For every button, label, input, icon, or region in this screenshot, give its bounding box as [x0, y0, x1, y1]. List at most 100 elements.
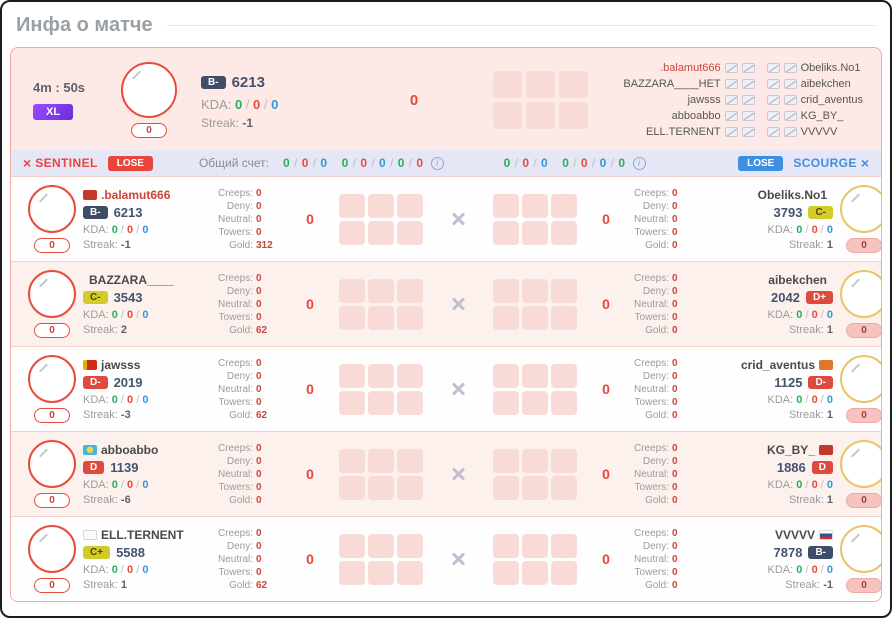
roster-player[interactable]: Obeliks.No1	[766, 62, 863, 74]
image-placeholder-icon	[850, 278, 861, 288]
roster-player-name[interactable]: BAZZARA____HET	[623, 78, 721, 90]
rank-badge: D	[811, 460, 833, 474]
roster-player[interactable]: abboabbo	[672, 110, 755, 122]
rank-badge: C-	[83, 290, 108, 304]
roster-player[interactable]: jawsss	[688, 94, 755, 106]
roster-player[interactable]: .balamut666	[660, 62, 755, 74]
player-name[interactable]: VVVVV	[774, 527, 815, 542]
player-name[interactable]: KG_BY_	[766, 442, 815, 457]
page-title: Инфа о матче	[16, 14, 153, 36]
hero-avatar[interactable]	[121, 62, 177, 118]
flag-icon	[766, 111, 780, 121]
left-player-stats: Creeps: 0 Deny: 0 Neutral: 0 Towers: 0 Gold:…	[217, 357, 268, 421]
hero-avatar[interactable]	[28, 185, 76, 233]
roster-player[interactable]: aibekchen	[766, 78, 863, 90]
kills-count: 0	[602, 381, 610, 397]
item-slot	[493, 278, 519, 303]
roster-player-name[interactable]: .balamut666	[660, 62, 721, 74]
hero-avatar[interactable]	[840, 270, 881, 318]
crossed-swords-icon	[449, 210, 467, 228]
flag-icon	[724, 79, 738, 89]
roster-player-name[interactable]: ELL.TERNENT	[646, 126, 721, 138]
timer-block: 4m : 50s XL	[25, 80, 105, 120]
item-slot	[368, 278, 394, 303]
hero-avatar[interactable]	[840, 185, 881, 233]
right-avatar-col: 0	[833, 355, 881, 423]
hero-icon	[741, 79, 755, 89]
player-name[interactable]: abboabbo	[101, 442, 159, 457]
player-name[interactable]: ELL.TERNENT	[101, 527, 184, 542]
left-player-info: .balamut666 B- 6213 KDA: 0 / 0 / 0 Streak…	[83, 188, 205, 251]
roster-player-name[interactable]: crid_aventus	[800, 94, 863, 106]
hero-avatar[interactable]	[28, 270, 76, 318]
mmr-value: 6213	[231, 73, 265, 91]
flag-icon	[83, 359, 97, 370]
sentinel-extra-score: 0 / 0 / 0 / 0 / 0	[341, 156, 424, 170]
hero-icon	[783, 79, 797, 89]
right-player-info: VVVVV 7878 B- KDA: 0 / 0 / 0 Streak: -1	[711, 528, 833, 591]
row-center: 0 0	[295, 448, 621, 500]
roster-player-name[interactable]: aibekchen	[800, 78, 851, 90]
roster-player[interactable]: ELL.TERNENT	[646, 126, 755, 138]
item-slot	[522, 220, 548, 245]
hero-avatar[interactable]	[28, 355, 76, 403]
kda-line: KDA: 0 / 0 / 0	[83, 223, 149, 236]
roster-player-name[interactable]: VVVVV	[800, 126, 838, 138]
item-slot	[522, 278, 548, 303]
crossed-swords-icon	[449, 550, 467, 568]
flag-icon	[724, 63, 738, 73]
player-name[interactable]: BAZZARA____	[89, 272, 174, 287]
item-slot	[339, 220, 365, 245]
player-name[interactable]: aibekchen	[768, 272, 827, 287]
hero-avatar[interactable]	[840, 440, 881, 488]
player-row: 0 abboabbo D 1139 KDA: 0 / 0 / 0 Streak: …	[11, 431, 881, 516]
kda-line: KDA: 0 / 0 / 0	[83, 308, 149, 321]
info-icon[interactable]: i	[430, 156, 444, 170]
crossed-swords-icon	[449, 380, 467, 398]
roster-player[interactable]: KG_BY_	[766, 110, 863, 122]
rank-badge: D-	[808, 375, 833, 389]
item-slot	[522, 390, 548, 415]
item-slot	[368, 533, 394, 558]
player-name[interactable]: Obeliks.No1	[757, 187, 827, 202]
flag-icon	[766, 95, 780, 105]
hero-icon	[741, 127, 755, 137]
item-slot	[522, 193, 548, 218]
row-center: 0 0	[295, 278, 621, 330]
roster-player-name[interactable]: Obeliks.No1	[800, 62, 861, 74]
roster-player[interactable]: VVVVV	[766, 126, 863, 138]
player-name[interactable]: .balamut666	[101, 187, 171, 202]
item-slots	[493, 193, 577, 245]
roster-player[interactable]: BAZZARA____HET	[623, 78, 755, 90]
image-placeholder-icon	[38, 278, 49, 288]
crossed-swords-icon	[449, 295, 467, 313]
hero-avatar[interactable]	[28, 440, 76, 488]
roster-player-name[interactable]: KG_BY_	[800, 110, 844, 122]
hero-avatar[interactable]	[840, 355, 881, 403]
match-duration: 4m : 50s	[33, 80, 86, 95]
mmr-value: 2019	[113, 374, 143, 390]
player-name[interactable]: jawsss	[101, 357, 141, 372]
item-slot	[397, 533, 423, 558]
kda-line: KDA: 0 / 0 / 0	[767, 393, 833, 406]
image-placeholder-icon	[38, 193, 49, 203]
level-badge: 0	[846, 238, 881, 253]
roster-player-name[interactable]: jawsss	[687, 94, 721, 106]
item-slot	[493, 305, 519, 330]
player-row: 0 BAZZARA____ C- 3543 KDA: 0 / 0 / 0 Stre…	[11, 261, 881, 346]
level-badge: 0	[34, 408, 70, 423]
player-name[interactable]: crid_aventus	[740, 357, 815, 372]
hero-avatar[interactable]	[840, 525, 881, 573]
roster-player-name[interactable]: abboabbo	[671, 110, 721, 122]
roster-player[interactable]: crid_aventus	[766, 94, 863, 106]
item-slot	[397, 448, 423, 473]
info-icon[interactable]: i	[632, 156, 646, 170]
item-slot	[522, 363, 548, 388]
player-row: 0 jawsss D- 2019 KDA: 0 / 0 / 0 Streak: -…	[11, 346, 881, 431]
mode-badge: XL	[33, 104, 74, 120]
hero-avatar[interactable]	[28, 525, 76, 573]
level-badge: 0	[34, 323, 70, 338]
scoreboard: × SENTINEL LOSE Общий счет: 0 / 0 / 0 0 …	[11, 150, 881, 176]
kills-count: 0	[602, 296, 610, 312]
